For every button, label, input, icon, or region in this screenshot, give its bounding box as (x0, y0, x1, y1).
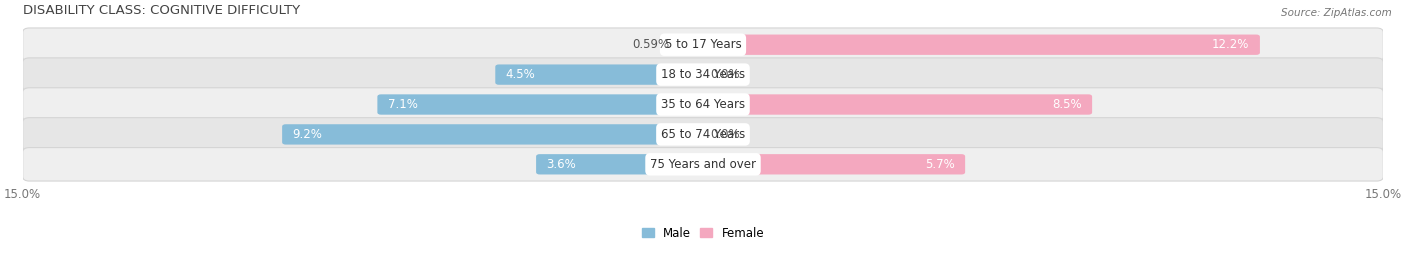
FancyBboxPatch shape (699, 154, 965, 175)
Text: 0.0%: 0.0% (710, 68, 740, 81)
FancyBboxPatch shape (22, 148, 1384, 181)
Text: DISABILITY CLASS: COGNITIVE DIFFICULTY: DISABILITY CLASS: COGNITIVE DIFFICULTY (22, 4, 299, 17)
FancyBboxPatch shape (22, 28, 1384, 61)
Text: 18 to 34 Years: 18 to 34 Years (661, 68, 745, 81)
Text: 5 to 17 Years: 5 to 17 Years (665, 38, 741, 51)
FancyBboxPatch shape (495, 65, 707, 85)
Text: 65 to 74 Years: 65 to 74 Years (661, 128, 745, 141)
FancyBboxPatch shape (283, 124, 707, 144)
FancyBboxPatch shape (672, 34, 707, 55)
Text: 0.59%: 0.59% (633, 38, 669, 51)
Text: 4.5%: 4.5% (506, 68, 536, 81)
Text: 0.0%: 0.0% (710, 128, 740, 141)
Text: 9.2%: 9.2% (292, 128, 322, 141)
FancyBboxPatch shape (22, 58, 1384, 91)
FancyBboxPatch shape (699, 94, 1092, 115)
Text: 3.6%: 3.6% (547, 158, 576, 171)
FancyBboxPatch shape (536, 154, 707, 175)
Text: 5.7%: 5.7% (925, 158, 955, 171)
Text: 12.2%: 12.2% (1212, 38, 1250, 51)
FancyBboxPatch shape (22, 88, 1384, 121)
Text: 35 to 64 Years: 35 to 64 Years (661, 98, 745, 111)
FancyBboxPatch shape (699, 34, 1260, 55)
Text: 7.1%: 7.1% (388, 98, 418, 111)
FancyBboxPatch shape (22, 118, 1384, 151)
Legend: Male, Female: Male, Female (637, 222, 769, 245)
Text: Source: ZipAtlas.com: Source: ZipAtlas.com (1281, 8, 1392, 18)
Text: 75 Years and over: 75 Years and over (650, 158, 756, 171)
Text: 8.5%: 8.5% (1052, 98, 1081, 111)
FancyBboxPatch shape (377, 94, 707, 115)
